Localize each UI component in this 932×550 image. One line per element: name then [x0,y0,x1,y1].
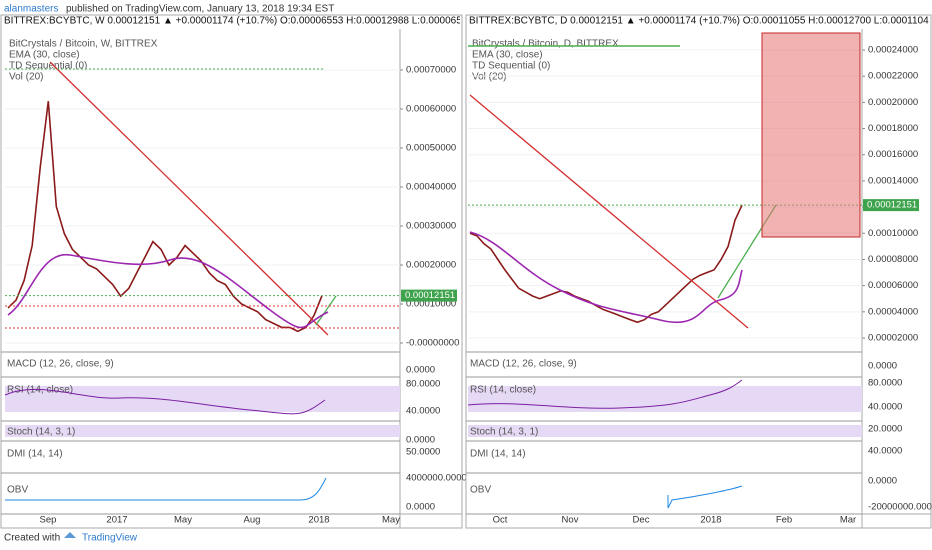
price-tick-label: 0.00014000 [868,175,918,186]
last-price-box [863,199,919,212]
pane-label: MACD (12, 26, close, 9) [7,359,114,370]
rsi-line [4,388,326,415]
rsi-line [467,379,743,409]
footer-text: Created with [4,533,60,544]
ema-line [469,231,743,324]
pane-label: OBV [470,485,491,496]
price-tick-label: 0.00008000 [868,254,918,265]
pane-label: Stoch (14, 3, 1) [470,427,538,438]
rsi-band [5,386,400,412]
legend-entry: EMA (30, close) [9,50,80,61]
ticker-line: BITTREX:BCYBTC, D 0.00012151 ▲ +0.000011… [469,16,932,27]
pane-label: MACD (12, 26, close, 9) [470,359,577,370]
panel-frame [0,14,463,529]
legend-entry: EMA (30, close) [472,50,543,61]
stoch-band [468,425,862,437]
legend-entry: Vol (20) [9,72,43,83]
price-tick-label: 0.00006000 [868,280,918,291]
time-label: Dec [633,515,650,526]
pane-axis-label: 40.0000 [406,406,440,417]
pane-label: DMI (14, 14) [7,449,63,460]
time-label: Aug [244,515,261,526]
legend-entry: TD Sequential (0) [9,61,87,72]
pane-axis-label: 0.0000 [406,365,435,376]
time-label: May [174,515,192,526]
pane-label: OBV [7,485,28,496]
rsi-band [468,386,862,412]
price-tick-label: -0.00000000 [406,338,459,349]
pane-axis-label: 80.0000 [868,378,902,389]
price-tick-label: 0.00002000 [868,333,918,344]
author-link[interactable]: alanmasters [4,4,58,15]
green-trend [315,295,337,326]
target-zone [761,32,861,238]
price-line [7,101,323,333]
pane-label: Stoch (14, 3, 1) [7,427,75,438]
price-tick-label: 0.00022000 [868,71,918,82]
price-tick-label: 0.00050000 [406,143,456,154]
pane-axis-label: 40.0000 [868,402,902,413]
pane-axis-label: 20.0000 [868,424,902,435]
price-line [469,204,743,324]
stoch-band [5,425,400,437]
price-tick-label: 0.00040000 [406,182,456,193]
price-tick-label: 0.00020000 [406,260,456,271]
ticker-line: BITTREX:BCYBTC, W 0.00012151 ▲ +0.000011… [4,16,517,27]
pane-label: DMI (14, 14) [470,449,526,460]
last-price-label: 0.00012151 [405,290,455,301]
pane-axis-label: 50.0000 [406,447,440,458]
tv-logo [64,532,76,538]
trend-line [469,94,749,329]
panel-frame [465,14,932,529]
pane-axis-label: 80.0000 [406,379,440,390]
price-tick-label: 0.00070000 [406,65,456,76]
price-tick-label: 0.00060000 [406,104,456,115]
time-label: Oct [493,515,508,526]
legend-entry: BitCrystals / Bitcoin, W, BITTREX [9,39,158,50]
footer-brand[interactable]: TradingView [82,533,138,544]
price-tick-label: 0.00030000 [406,221,456,232]
pane-axis-label: 0.0000 [868,361,897,372]
pane-axis-label: 4000000.0000 [406,473,467,484]
obv-line [667,485,743,509]
legend-entry: TD Sequential (0) [472,61,550,72]
last-price-label: 0.00012151 [867,200,917,211]
pane-axis-label: 0.0000 [406,502,435,513]
pane-axis-label: 0.0000 [406,435,435,446]
trend-line [49,61,329,336]
price-tick-label: 0.00024000 [868,45,918,56]
ema-line [7,254,329,329]
price-tick-label: 0.00016000 [868,149,918,160]
pane-label: RSI (14, close) [470,385,536,396]
price-tick-label: 0.00010000 [406,299,456,310]
time-label: Mar [840,515,856,526]
price-tick-label: 0.00018000 [868,123,918,134]
time-label: 2018 [308,515,329,526]
time-label: 2017 [106,515,127,526]
legend-entry: Vol (20) [472,72,506,83]
pane-label: RSI (14, close) [7,385,73,396]
time-label: May [382,515,400,526]
pane-axis-label: 40.0000 [868,446,902,457]
last-price-box [401,289,457,302]
time-label: Feb [776,515,792,526]
time-label: 2018 [700,515,721,526]
obv-line [5,477,327,501]
time-label: Sep [40,515,57,526]
price-tick-label: 0.00010000 [868,228,918,239]
price-tick-label: 0.00020000 [868,97,918,108]
price-tick-label: 0.00004000 [868,306,918,317]
pane-axis-label: 0.0000 [868,476,897,487]
time-label: Nov [562,515,579,526]
legend-entry: BitCrystals / Bitcoin, D, BITTREX [472,39,619,50]
pane-axis-label: -20000000.0000 [868,502,932,513]
header-text: published on TradingView.com, January 13… [66,4,334,15]
